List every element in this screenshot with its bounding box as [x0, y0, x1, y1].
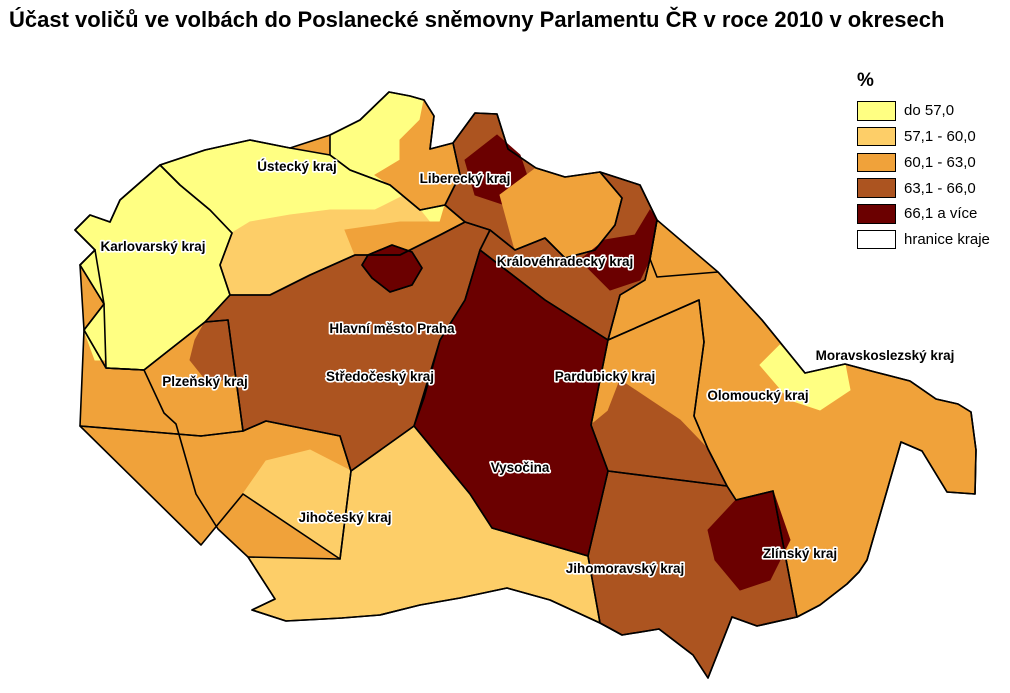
svg-text:Jihočeský kraj: Jihočeský kraj [298, 510, 391, 525]
svg-text:Moravskoslezský kraj: Moravskoslezský kraj [816, 348, 955, 363]
svg-text:Karlovarský kraj: Karlovarský kraj [100, 239, 205, 254]
svg-text:Jihomoravský kraj: Jihomoravský kraj [566, 561, 685, 576]
svg-text:Ústecký kraj: Ústecký kraj [257, 159, 337, 174]
svg-text:Hlavní město Praha: Hlavní město Praha [329, 321, 455, 336]
svg-text:Středočeský kraj: Středočeský kraj [326, 369, 434, 384]
svg-text:Olomoucký kraj: Olomoucký kraj [707, 388, 808, 403]
svg-text:Vysočina: Vysočina [491, 460, 550, 475]
svg-text:Plzeňský kraj: Plzeňský kraj [162, 374, 248, 389]
svg-text:Královéhradecký kraj: Královéhradecký kraj [497, 254, 634, 269]
svg-text:Liberecký kraj: Liberecký kraj [420, 171, 511, 186]
svg-text:Zlínský kraj: Zlínský kraj [763, 546, 837, 561]
svg-text:Pardubický kraj: Pardubický kraj [555, 369, 656, 384]
